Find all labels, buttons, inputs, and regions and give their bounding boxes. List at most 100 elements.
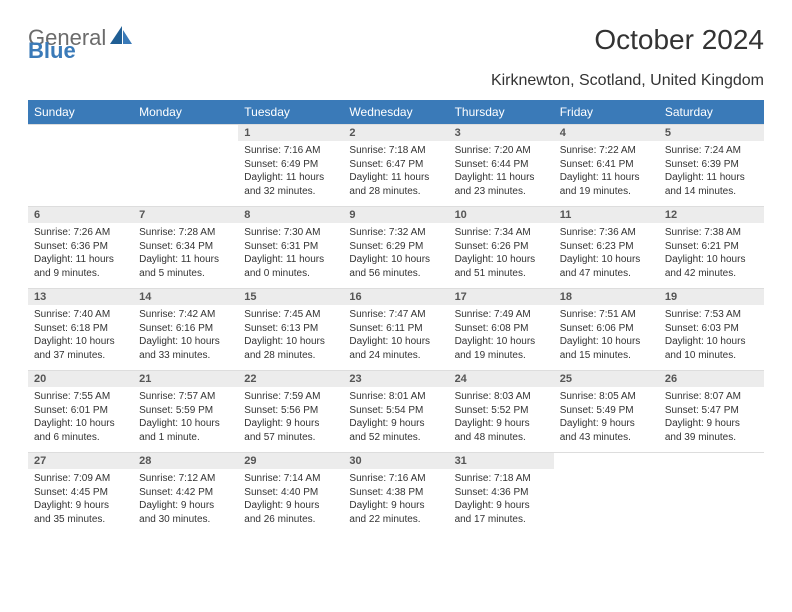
day-number: 4 [554,125,659,141]
day-number: 9 [343,207,448,223]
day-number: 23 [343,371,448,387]
calendar-cell: 15Sunrise: 7:45 AMSunset: 6:13 PMDayligh… [238,288,343,370]
day-content: Sunrise: 7:24 AMSunset: 6:39 PMDaylight:… [659,141,764,204]
day-number: 30 [343,453,448,469]
day-content: Sunrise: 7:18 AMSunset: 6:47 PMDaylight:… [343,141,448,204]
day-content: Sunrise: 7:32 AMSunset: 6:29 PMDaylight:… [343,223,448,286]
day-number: 20 [28,371,133,387]
calendar-cell: 21Sunrise: 7:57 AMSunset: 5:59 PMDayligh… [133,370,238,452]
calendar-cell: 26Sunrise: 8:07 AMSunset: 5:47 PMDayligh… [659,370,764,452]
calendar-cell: 31Sunrise: 7:18 AMSunset: 4:36 PMDayligh… [449,452,554,534]
day-number: 12 [659,207,764,223]
calendar-cell: 2Sunrise: 7:18 AMSunset: 6:47 PMDaylight… [343,124,448,206]
calendar-cell: 12Sunrise: 7:38 AMSunset: 6:21 PMDayligh… [659,206,764,288]
day-number: 31 [449,453,554,469]
day-content: Sunrise: 7:53 AMSunset: 6:03 PMDaylight:… [659,305,764,368]
calendar-cell: 8Sunrise: 7:30 AMSunset: 6:31 PMDaylight… [238,206,343,288]
day-content: Sunrise: 8:03 AMSunset: 5:52 PMDaylight:… [449,387,554,450]
day-number: 14 [133,289,238,305]
weekday-header: Saturday [659,100,764,124]
calendar-cell [133,124,238,206]
day-number: 2 [343,125,448,141]
day-content: Sunrise: 7:12 AMSunset: 4:42 PMDaylight:… [133,469,238,532]
day-content: Sunrise: 7:42 AMSunset: 6:16 PMDaylight:… [133,305,238,368]
day-number: 27 [28,453,133,469]
calendar: SundayMondayTuesdayWednesdayThursdayFrid… [28,100,764,534]
calendar-cell: 20Sunrise: 7:55 AMSunset: 6:01 PMDayligh… [28,370,133,452]
day-number: 28 [133,453,238,469]
day-content: Sunrise: 7:20 AMSunset: 6:44 PMDaylight:… [449,141,554,204]
weekday-header: Monday [133,100,238,124]
calendar-cell [659,452,764,534]
day-number: 18 [554,289,659,305]
day-number: 11 [554,207,659,223]
calendar-cell: 10Sunrise: 7:34 AMSunset: 6:26 PMDayligh… [449,206,554,288]
month-title: October 2024 [594,24,764,56]
day-content: Sunrise: 7:59 AMSunset: 5:56 PMDaylight:… [238,387,343,450]
calendar-cell: 5Sunrise: 7:24 AMSunset: 6:39 PMDaylight… [659,124,764,206]
calendar-cell: 11Sunrise: 7:36 AMSunset: 6:23 PMDayligh… [554,206,659,288]
calendar-cell: 6Sunrise: 7:26 AMSunset: 6:36 PMDaylight… [28,206,133,288]
calendar-cell: 3Sunrise: 7:20 AMSunset: 6:44 PMDaylight… [449,124,554,206]
day-number: 10 [449,207,554,223]
day-content: Sunrise: 7:30 AMSunset: 6:31 PMDaylight:… [238,223,343,286]
day-content: Sunrise: 7:51 AMSunset: 6:06 PMDaylight:… [554,305,659,368]
day-content: Sunrise: 7:40 AMSunset: 6:18 PMDaylight:… [28,305,133,368]
calendar-cell: 9Sunrise: 7:32 AMSunset: 6:29 PMDaylight… [343,206,448,288]
calendar-cell: 30Sunrise: 7:16 AMSunset: 4:38 PMDayligh… [343,452,448,534]
day-number: 6 [28,207,133,223]
day-content: Sunrise: 7:09 AMSunset: 4:45 PMDaylight:… [28,469,133,532]
day-content [659,469,764,478]
day-content: Sunrise: 7:18 AMSunset: 4:36 PMDaylight:… [449,469,554,532]
calendar-cell: 7Sunrise: 7:28 AMSunset: 6:34 PMDaylight… [133,206,238,288]
day-content: Sunrise: 7:14 AMSunset: 4:40 PMDaylight:… [238,469,343,532]
day-content [28,141,133,150]
day-content: Sunrise: 7:47 AMSunset: 6:11 PMDaylight:… [343,305,448,368]
day-content: Sunrise: 7:26 AMSunset: 6:36 PMDaylight:… [28,223,133,286]
calendar-cell: 23Sunrise: 8:01 AMSunset: 5:54 PMDayligh… [343,370,448,452]
day-number: 26 [659,371,764,387]
day-number: 8 [238,207,343,223]
day-number: 15 [238,289,343,305]
calendar-cell: 27Sunrise: 7:09 AMSunset: 4:45 PMDayligh… [28,452,133,534]
day-number: 17 [449,289,554,305]
day-content: Sunrise: 7:36 AMSunset: 6:23 PMDaylight:… [554,223,659,286]
title-block: October 2024 [594,24,764,56]
day-content: Sunrise: 7:57 AMSunset: 5:59 PMDaylight:… [133,387,238,450]
day-content: Sunrise: 8:01 AMSunset: 5:54 PMDaylight:… [343,387,448,450]
calendar-cell: 19Sunrise: 7:53 AMSunset: 6:03 PMDayligh… [659,288,764,370]
day-content: Sunrise: 7:38 AMSunset: 6:21 PMDaylight:… [659,223,764,286]
calendar-cell: 28Sunrise: 7:12 AMSunset: 4:42 PMDayligh… [133,452,238,534]
calendar-cell: 14Sunrise: 7:42 AMSunset: 6:16 PMDayligh… [133,288,238,370]
calendar-cell: 18Sunrise: 7:51 AMSunset: 6:06 PMDayligh… [554,288,659,370]
day-number: 29 [238,453,343,469]
calendar-body: 1Sunrise: 7:16 AMSunset: 6:49 PMDaylight… [28,124,764,534]
calendar-cell: 25Sunrise: 8:05 AMSunset: 5:49 PMDayligh… [554,370,659,452]
day-number: 24 [449,371,554,387]
day-number: 13 [28,289,133,305]
calendar-cell: 17Sunrise: 7:49 AMSunset: 6:08 PMDayligh… [449,288,554,370]
day-content: Sunrise: 7:22 AMSunset: 6:41 PMDaylight:… [554,141,659,204]
day-content: Sunrise: 7:45 AMSunset: 6:13 PMDaylight:… [238,305,343,368]
day-number: 3 [449,125,554,141]
weekday-header: Friday [554,100,659,124]
calendar-cell: 24Sunrise: 8:03 AMSunset: 5:52 PMDayligh… [449,370,554,452]
logo-text-2: Blue [28,38,76,64]
day-number: 16 [343,289,448,305]
day-number: 5 [659,125,764,141]
day-content: Sunrise: 7:55 AMSunset: 6:01 PMDaylight:… [28,387,133,450]
weekday-header: Thursday [449,100,554,124]
weekday-header: Sunday [28,100,133,124]
day-content: Sunrise: 7:49 AMSunset: 6:08 PMDaylight:… [449,305,554,368]
day-content: Sunrise: 7:28 AMSunset: 6:34 PMDaylight:… [133,223,238,286]
day-number: 21 [133,371,238,387]
day-number: 1 [238,125,343,141]
day-content: Sunrise: 7:16 AMSunset: 6:49 PMDaylight:… [238,141,343,204]
calendar-cell: 16Sunrise: 7:47 AMSunset: 6:11 PMDayligh… [343,288,448,370]
calendar-cell [554,452,659,534]
weekday-header: Tuesday [238,100,343,124]
day-content: Sunrise: 7:34 AMSunset: 6:26 PMDaylight:… [449,223,554,286]
logo-sail-icon [108,24,134,51]
calendar-cell [28,124,133,206]
calendar-cell: 1Sunrise: 7:16 AMSunset: 6:49 PMDaylight… [238,124,343,206]
